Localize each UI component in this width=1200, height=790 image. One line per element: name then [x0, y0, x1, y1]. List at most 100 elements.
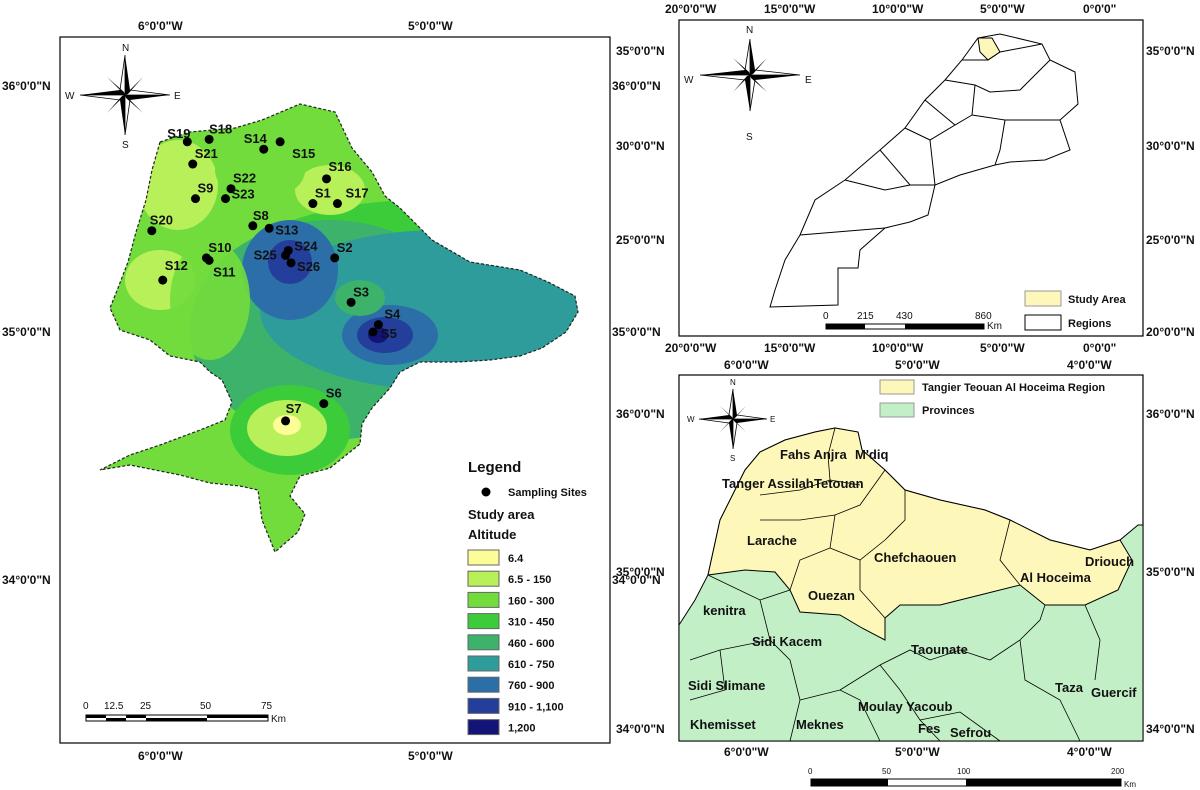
panel-a-bottom-lon-1: 6°0'0"W — [138, 749, 183, 763]
sampling-site-marker — [281, 416, 291, 426]
prov-larache: Larache — [747, 533, 797, 548]
legend-class-swatch — [467, 634, 500, 651]
legend-study-area-label: Study Area — [1068, 294, 1127, 306]
scale-a-3: 50 — [200, 701, 212, 712]
b-right-lat-4: 20°0'0"N — [1146, 325, 1195, 339]
c-top-lon-3: 4°0'0"W — [1067, 358, 1112, 372]
sampling-site-label: S9 — [197, 181, 213, 196]
scale-c-0: 0 — [808, 767, 813, 776]
legend-altitude-classes: 6.4 6.5 - 150 160 - 300 310 - 450 460 - 600 6… — [467, 549, 564, 736]
b-bottom-lon-4: 5°0'0"W — [980, 341, 1025, 355]
prov-taounate: Taounate — [911, 642, 968, 657]
legend-provinces-label: Provinces — [922, 405, 975, 417]
legend-class-label: 610 - 750 — [508, 659, 554, 671]
b-top-lon-2: 15°0'0"W — [764, 2, 816, 16]
province-boundaries — [689, 427, 1101, 742]
legend-class-label: 760 - 900 — [508, 680, 554, 692]
b-left-lat-2: 30°0'0"N — [616, 139, 665, 153]
b-bottom-lon-1: 20°0'0"W — [665, 341, 717, 355]
prov-guercif: Guercif — [1091, 685, 1137, 700]
panel-a-scale-bar: 0 12.5 25 50 75 Km — [83, 701, 286, 725]
panel-b-compass-icon: N S E W — [684, 25, 812, 143]
scale-b-unit: Km — [987, 321, 1002, 332]
b-right-lat-3: 25°0'0"N — [1146, 233, 1195, 247]
prov-tanger-assilah: Tanger Assilah — [722, 476, 814, 491]
sampling-site-marker — [147, 226, 157, 236]
sampling-site-marker — [226, 184, 236, 194]
sampling-site-label: S10 — [208, 240, 231, 255]
c-compass-w: W — [687, 415, 695, 424]
legend-class-label: 1,200 — [508, 723, 536, 735]
legend-class-swatch — [467, 655, 500, 672]
scale-b-2: 430 — [896, 311, 913, 322]
legend-sampling-label: Sampling Sites — [508, 487, 587, 499]
prov-moulay-yacoub: Moulay Yacoub — [858, 699, 952, 714]
prov-meknes: Meknes — [796, 717, 844, 732]
sampling-site-marker — [188, 159, 198, 169]
sampling-site-marker — [322, 174, 332, 184]
prov-sidi-kacem: Sidi Kacem — [752, 634, 822, 649]
b-right-lat-2: 30°0'0"N — [1146, 139, 1195, 153]
b-compass-s: S — [746, 132, 753, 143]
legend-class-swatch — [467, 591, 500, 608]
c-bottom-lon-1: 6°0'0"W — [724, 745, 769, 759]
prov-khemisset: Khemisset — [690, 717, 756, 732]
c-right-lat-2: 35°0'0"N — [1146, 565, 1195, 579]
b-bottom-lon-5: 0°0'0" — [1083, 341, 1116, 355]
legend-class-label: 460 - 600 — [508, 638, 554, 650]
morocco-outline — [769, 33, 1079, 308]
prov-fahs-anjra: Fahs Anjra — [780, 447, 847, 462]
sampling-site-marker — [204, 134, 214, 144]
sampling-site-marker — [204, 255, 214, 265]
sampling-site-label: S4 — [384, 307, 401, 322]
legend-region-label: Tangier Teouan Al Hoceima Region — [922, 382, 1105, 394]
legend-class-label: 6.4 — [508, 553, 524, 565]
legend-class-label: 160 - 300 — [508, 595, 554, 607]
sampling-site-label: S17 — [345, 186, 368, 201]
c-right-lat-1: 36°0'0"N — [1146, 407, 1195, 421]
legend-class-swatch — [467, 697, 500, 714]
panel-a-right-lat-1: 36°0'0"N — [612, 79, 661, 93]
legend-regions-label: Regions — [1068, 318, 1111, 330]
prov-fes: Fes — [918, 721, 940, 736]
compass-n: N — [122, 43, 129, 54]
scale-c-2: 100 — [957, 767, 971, 776]
panel-b-legend: Study Area Regions — [1024, 290, 1127, 331]
sampling-site-marker — [264, 223, 274, 233]
sampling-site-label: S18 — [209, 121, 232, 136]
sampling-site-marker — [373, 320, 383, 330]
sampling-site-label: S15 — [292, 146, 315, 161]
panel-c-compass-icon: N S E W — [687, 378, 775, 463]
sampling-site-marker — [182, 137, 192, 147]
b-top-lon-5: 0°0'0" — [1083, 2, 1116, 16]
c-right-lat-3: 34°0'0"N — [1146, 722, 1195, 736]
sampling-site-label: S14 — [244, 131, 268, 146]
panel-a-altitude-map: N S E W 6°0'0"W 5°0'0"W 6°0'0"W 5°0'0"W … — [2, 19, 661, 763]
sampling-site-label: S16 — [329, 159, 352, 174]
c-compass-n: N — [730, 378, 736, 387]
c-top-lon-1: 6°0'0"W — [724, 358, 769, 372]
legend-region-swatch — [879, 379, 915, 395]
sampling-site-label: S24 — [294, 238, 318, 253]
compass-w: W — [65, 91, 75, 102]
c-left-lat-3: 34°0'0"N — [616, 722, 665, 736]
sampling-site-label: S2 — [337, 240, 353, 255]
legend-class-swatch — [467, 613, 500, 630]
b-bottom-lon-3: 10°0'0"W — [872, 341, 924, 355]
c-compass-s: S — [730, 454, 735, 463]
sampling-site-marker — [190, 194, 200, 204]
legend-class-swatch — [467, 570, 500, 587]
sampling-site-label: S13 — [275, 222, 298, 237]
c-bottom-lon-2: 5°0'0"W — [895, 745, 940, 759]
legend-class-swatch — [467, 549, 500, 566]
sampling-site-label: S11 — [213, 264, 235, 279]
sampling-site-marker — [319, 399, 329, 409]
panel-a-left-lat-1: 36°0'0"N — [2, 79, 51, 93]
sampling-site-marker — [286, 258, 296, 268]
panel-a-left-lat-3: 34°0'0"N — [2, 573, 51, 587]
sampling-site-marker — [259, 144, 269, 154]
legend-class-label: 6.5 - 150 — [508, 574, 551, 586]
sampling-site-label: S21 — [195, 146, 218, 161]
b-left-lat-1: 35°0'0"N — [616, 44, 665, 58]
